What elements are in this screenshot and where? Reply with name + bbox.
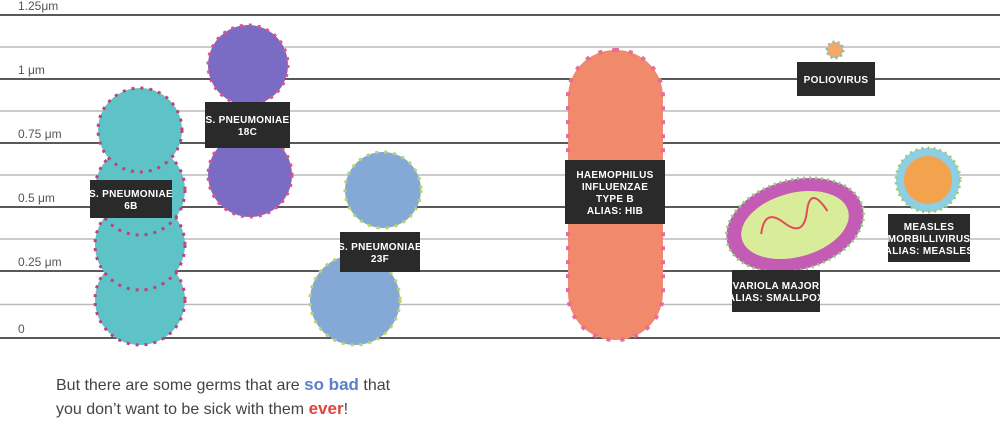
label-board [797, 62, 875, 96]
germ-measles [894, 146, 962, 214]
germ-label: ALIAS: MEASLES [885, 246, 974, 257]
caption-emphasis: ever [309, 399, 344, 418]
caption-line: But there are some germs that are so bad… [56, 375, 391, 394]
germ-label: S. PNEUMONIAE [338, 242, 422, 253]
germ-smallpox [724, 176, 866, 274]
germs [93, 23, 962, 347]
germ-label: ALIAS: SMALLPOX [728, 293, 824, 304]
germ-label: 6B [124, 201, 137, 212]
label-board [565, 160, 665, 224]
label-board [205, 102, 290, 148]
germ-23f [308, 150, 423, 347]
germ-label: S. PNEUMONIAE [206, 115, 290, 126]
germ-label: TYPE B [596, 194, 634, 205]
germ-18c [206, 23, 294, 219]
germ-polio [825, 40, 845, 60]
germ-label: INFLUENZAE [582, 182, 648, 193]
label-board [888, 214, 970, 262]
germ-label: 23F [371, 254, 389, 265]
germ-label: VARIOLA MAJOR [733, 281, 820, 292]
caption-emphasis: so bad [304, 375, 359, 394]
germ-label: ALIAS: HIB [587, 206, 643, 217]
label-board [340, 232, 420, 272]
caption-text: you don’t want to be sick with them [56, 401, 309, 418]
scale-label: 0.25 μm [18, 255, 62, 269]
caption-text: But there are some germs that are [56, 377, 304, 394]
caption-line: you don’t want to be sick with them ever… [56, 399, 348, 418]
scale-label: 0.5 μm [18, 191, 55, 205]
label-board [90, 180, 172, 218]
germ-label: HAEMOPHILUS [576, 170, 653, 181]
germ-label: MEASLES [904, 222, 954, 233]
germ-label: 18C [238, 127, 257, 138]
scale-label: 1.25μm [18, 0, 58, 13]
germ-label: POLIOVIRUS [804, 75, 869, 86]
germ-label: S. PNEUMONIAE [89, 189, 173, 200]
caption-text: that [359, 377, 391, 394]
scale-label: 1 μm [18, 63, 45, 77]
label-board [732, 270, 820, 312]
caption-text: ! [344, 401, 348, 418]
scale-label: 0.75 μm [18, 127, 62, 141]
scale-label: 0 [18, 322, 25, 336]
germ-label: MORBILLIVIRUS [888, 234, 971, 245]
